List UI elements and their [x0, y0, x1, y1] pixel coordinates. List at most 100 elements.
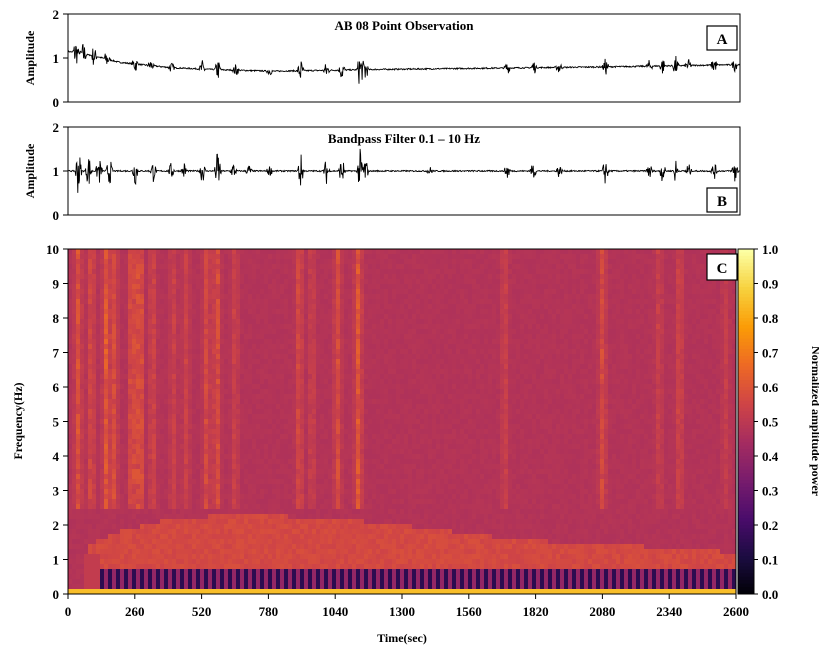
spectrogram-cell — [196, 294, 201, 300]
spectrogram-cell — [232, 469, 237, 475]
spectrogram-cell — [204, 259, 209, 265]
spectrogram-cell — [172, 269, 177, 275]
spectrogram-cell — [148, 514, 153, 520]
spectrogram-cell — [176, 344, 181, 350]
spectrogram-cell — [148, 484, 153, 490]
spectrogram-cell — [164, 254, 169, 260]
spectrogram-cell — [316, 359, 321, 365]
spectrogram-cell — [156, 524, 161, 530]
spectrogram-cell — [340, 354, 345, 360]
spectrogram-cell — [180, 559, 185, 565]
spectrogram-cell — [264, 354, 269, 360]
spectrogram-cell — [236, 314, 241, 320]
spectrogram-cell — [252, 409, 257, 415]
spectrogram-cell — [124, 554, 129, 560]
spectrogram-cell — [68, 269, 73, 275]
spectrogram-cell — [208, 389, 213, 395]
spectrogram-cell — [184, 384, 189, 390]
spectrogram-cell — [308, 524, 313, 530]
spectrogram-cell — [204, 349, 209, 355]
spectrogram-cell — [88, 454, 93, 460]
spectrogram-cell — [124, 289, 129, 295]
spectrogram-cell — [312, 439, 317, 445]
spectrogram-cell — [136, 434, 141, 440]
spectrogram-cell — [204, 544, 209, 550]
spectrogram-cell — [268, 444, 273, 450]
spectrogram-cell — [196, 424, 201, 430]
spectrogram-cell — [264, 549, 269, 555]
spectrogram-cell — [288, 504, 293, 510]
spectrogram-cell — [236, 344, 241, 350]
spectrogram-cell — [312, 419, 317, 425]
spectrogram-cell — [204, 589, 209, 595]
spectrogram-cell — [140, 569, 145, 575]
spectrogram-cell — [292, 369, 297, 375]
spectrogram-cell — [120, 334, 125, 340]
spectrogram-cell — [76, 464, 81, 470]
spectrogram-cell — [120, 369, 125, 375]
spectrogram-cell — [316, 324, 321, 330]
spectrogram-cell — [108, 444, 113, 450]
spectrogram-cell — [180, 449, 185, 455]
spectrogram-cell — [232, 364, 237, 370]
spectrogram-cell — [96, 519, 101, 525]
spectrogram-cell — [124, 274, 129, 280]
spectrogram-cell — [320, 484, 325, 490]
spectrogram-cell — [84, 444, 89, 450]
spectrogram-cell — [72, 404, 77, 410]
spectrogram-cell — [116, 429, 121, 435]
spectrogram-cell — [200, 584, 205, 590]
spectrogram-cell — [184, 444, 189, 450]
spectrogram-cell — [228, 424, 233, 430]
spectrogram-cell — [240, 324, 245, 330]
spectrogram-cell — [188, 379, 193, 385]
spectrogram-cell — [96, 299, 101, 305]
spectrogram-cell — [344, 399, 349, 405]
spectrogram-cell — [240, 474, 245, 480]
spectrogram-cell — [68, 249, 73, 255]
spectrogram-cell — [296, 494, 301, 500]
spectrogram-cell — [116, 264, 121, 270]
spectrogram-cell — [140, 459, 145, 465]
spectrogram-cell — [112, 534, 117, 540]
spectrogram-cell — [240, 329, 245, 335]
spectrogram-cell — [72, 534, 77, 540]
spectrogram-cell — [348, 344, 353, 350]
spectrogram-cell — [76, 354, 81, 360]
spectrogram-cell — [156, 464, 161, 470]
spectrogram-cell — [124, 504, 129, 510]
spectrogram-cell — [320, 374, 325, 380]
spectrogram-cell — [140, 514, 145, 520]
spectrogram-cell — [280, 364, 285, 370]
spectrogram-cell — [184, 479, 189, 485]
spectrogram-cell — [160, 554, 165, 560]
spectrogram-cell — [304, 259, 309, 265]
spectrogram-cell — [240, 499, 245, 505]
spectrogram-cell — [188, 284, 193, 290]
spectrogram-cell — [76, 359, 81, 365]
spectrogram-cell — [136, 439, 141, 445]
spectrogram-cell — [168, 349, 173, 355]
spectrogram-cell — [152, 379, 157, 385]
spectrogram-cell — [84, 589, 89, 595]
spectrogram-cell — [140, 479, 145, 485]
spectrogram-cell — [300, 504, 305, 510]
spectrogram-cell — [172, 494, 177, 500]
spectrogram-cell — [120, 549, 125, 555]
spectrogram-cell — [328, 509, 333, 515]
spectrogram-cell — [248, 324, 253, 330]
spectrogram-cell — [328, 549, 333, 555]
spectrogram-cell — [80, 579, 85, 585]
spectrogram-cell — [164, 384, 169, 390]
spectrogram-cell — [84, 309, 89, 315]
spectrogram-cell — [312, 509, 317, 515]
spectrogram-cell — [236, 469, 241, 475]
spectrogram-cell — [188, 429, 193, 435]
spectrogram-cell — [188, 289, 193, 295]
spectrogram-cell — [192, 279, 197, 285]
spectrogram-cell — [104, 384, 109, 390]
spectrogram-cell — [308, 539, 313, 545]
spectrogram-cell — [276, 494, 281, 500]
spectrogram-cell — [304, 564, 309, 570]
spectrogram-cell — [80, 489, 85, 495]
